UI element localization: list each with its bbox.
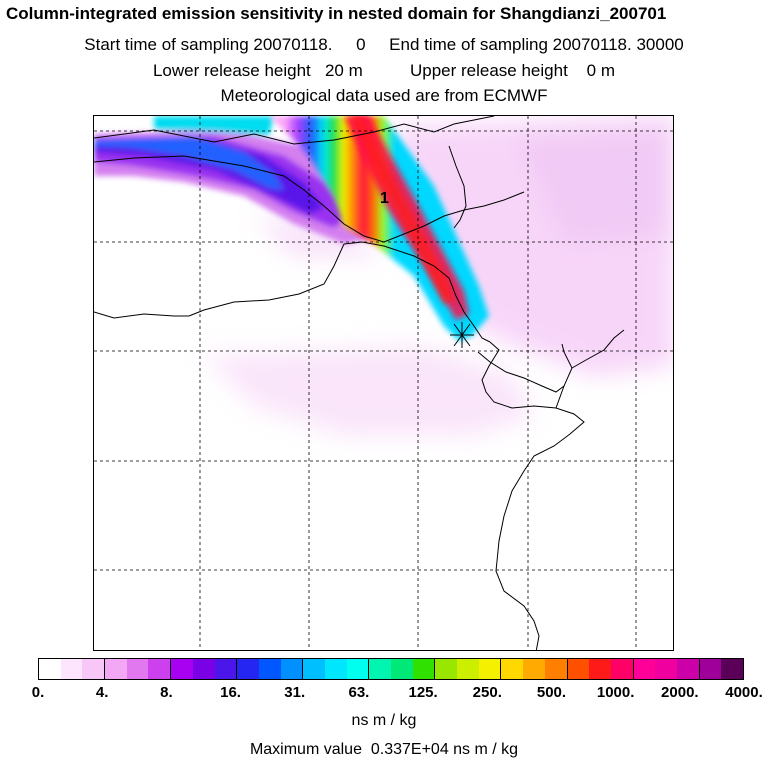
colorbar-tick-label: 250. (472, 684, 502, 701)
colorbar-tick-label: 4000. (725, 684, 763, 701)
coastline (94, 116, 625, 650)
meteorological-data-line: Meteorological data used are from ECMWF (220, 86, 548, 105)
colorbar-tick-label: 1000. (596, 684, 635, 701)
colorbar-tick-label: 2000. (661, 684, 699, 701)
colorbar-segment (610, 659, 634, 679)
colorbar (38, 658, 744, 680)
colorbar-unit-label: ns m / kg (351, 712, 417, 729)
colorbar-segment (633, 659, 656, 679)
sampling-time-line: Start time of sampling 20070118. 0 End t… (84, 35, 684, 54)
colorbar-segment (435, 659, 458, 679)
colorbar-segment (126, 659, 149, 679)
colorbar-segment (148, 659, 172, 679)
colorbar-tick-label: 4. (95, 684, 109, 701)
colorbar-segment (457, 659, 479, 679)
release-point-label: 1 (380, 190, 389, 207)
colorbar-segment (676, 659, 700, 679)
colorbar-tick-label: 16. (220, 684, 241, 701)
colorbar-segment (324, 659, 347, 679)
colorbar-segment (258, 659, 281, 679)
colorbar-segment (544, 659, 568, 679)
colorbar-segment (346, 659, 370, 679)
sensitivity-map: 1 (93, 115, 674, 651)
colorbar-tick-label: 63. (348, 684, 370, 701)
lat-lon-grid (94, 116, 673, 650)
colorbar-tick-label: 125. (408, 684, 438, 701)
release-height-line: Lower release height 20 m Upper release … (152, 61, 616, 80)
colorbar-segment (303, 659, 325, 679)
map-canvas: 1 (94, 116, 673, 650)
maximum-value-label: Maximum value 0.337E+04 ns m / kg (249, 741, 519, 758)
colorbar-segment (655, 659, 677, 679)
colorbar-segment (280, 659, 304, 679)
colorbar-segment (412, 659, 436, 679)
colorbar-segment (721, 659, 743, 679)
colorbar-segment (369, 659, 391, 679)
colorbar-tick-label: 0. (31, 684, 45, 701)
colorbar-segment (237, 659, 259, 679)
colorbar-segment (105, 659, 127, 679)
plot-title: Column-integrated emission sensitivity i… (6, 4, 667, 23)
colorbar-segment (214, 659, 238, 679)
colorbar-segment (82, 659, 106, 679)
colorbar-segment (39, 659, 61, 679)
colorbar-segment (391, 659, 413, 679)
colorbar-tick-label: 500. (536, 684, 567, 701)
colorbar-segment (523, 659, 545, 679)
colorbar-tick-label: 8. (160, 684, 173, 701)
colorbar-segment (478, 659, 502, 679)
colorbar-segment (567, 659, 590, 679)
colorbar-segment (589, 659, 611, 679)
colorbar-segment (171, 659, 193, 679)
colorbar-segment (60, 659, 83, 679)
colorbar-tick-label: 31. (284, 684, 306, 701)
colorbar-segment (699, 659, 722, 679)
colorbar-segment (192, 659, 215, 679)
receptor-star-icon (450, 322, 474, 348)
colorbar-segment (501, 659, 524, 679)
